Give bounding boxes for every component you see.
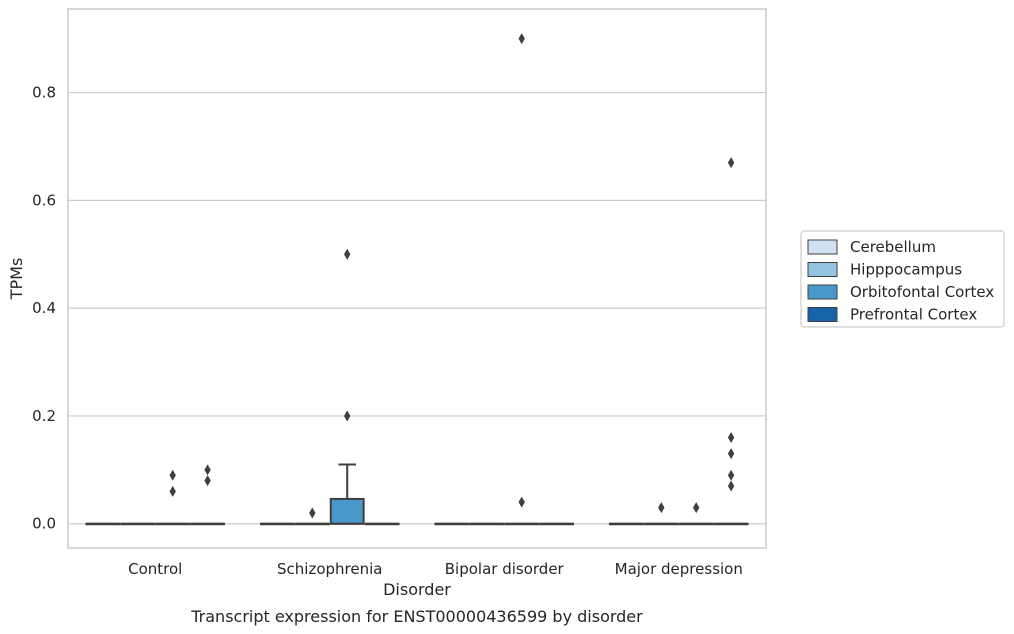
y-tick-label: 0.2 [32,407,56,425]
y-tick-labels: 0.0 0.2 0.4 0.6 0.8 [32,84,56,533]
legend-swatch [807,307,838,322]
chart-caption: Transcript expression for ENST0000043659… [190,607,643,626]
outlier-point [169,485,176,497]
box-1-1 [294,522,330,526]
box-1-3 [364,522,400,526]
legend: Cerebellum Hipppocampus Orbitofontal Corte… [800,230,1005,328]
outlier-point [727,448,735,460]
y-axis-label: TPMs [7,258,26,301]
x-axis-label: Disorder [383,580,451,599]
outlier-point [727,480,735,492]
x-tick-label: Major depression [615,560,743,578]
x-tick-label: Schizophrenia [277,560,382,578]
box-0-2 [155,522,191,526]
box-0-3 [190,522,226,526]
legend-swatch [807,284,838,300]
outlier-point [693,502,700,514]
box-3-3 [713,522,749,526]
x-tick-label: Control [128,560,182,578]
legend-label: Orbitofontal Cortex [850,283,994,301]
y-tick-label: 0.4 [32,299,56,317]
box-3-1 [643,522,679,526]
grid-layer [68,91,766,525]
y-tick-label: 0.8 [32,84,56,102]
legend-label: Cerebellum [850,238,936,256]
box-3-2 [678,522,714,526]
outlier-point [204,475,211,487]
y-tick-label: 0.0 [32,515,56,533]
y-tick-label: 0.6 [32,191,56,209]
legend-frame [800,230,1005,328]
outlier-point [727,432,735,444]
legend-label: Hipppocampus [850,261,962,279]
outlier-point [727,469,735,481]
box-0-0 [85,522,121,526]
outlier-point [169,469,176,481]
box-2-1 [469,522,505,526]
box-0-1 [120,522,156,526]
box-2-2 [504,522,540,526]
legend-swatch [807,239,838,255]
x-tick-label: Bipolar disorder [445,560,565,578]
outlier-point [204,464,211,476]
outlier-point [344,410,351,422]
outlier-point [518,496,525,508]
box-2-3 [539,522,575,526]
outlier-point [518,33,525,45]
x-tick-labels: Control Schizophrenia Bipolar disorder Majo… [128,560,743,578]
legend-label: Prefrontal Cortex [850,306,977,324]
legend-swatch [807,262,838,277]
box [329,497,365,525]
outlier-point [344,248,351,260]
box-1-2 [329,463,365,525]
box-3-0 [608,522,644,526]
plot-frame [67,8,767,549]
outlier-point [658,502,665,514]
outlier-layer [169,33,735,519]
outlier-point [309,507,316,519]
box-layer [85,463,749,526]
box-2-0 [434,522,470,526]
outlier-point [727,157,735,169]
box-1-0 [259,522,295,526]
